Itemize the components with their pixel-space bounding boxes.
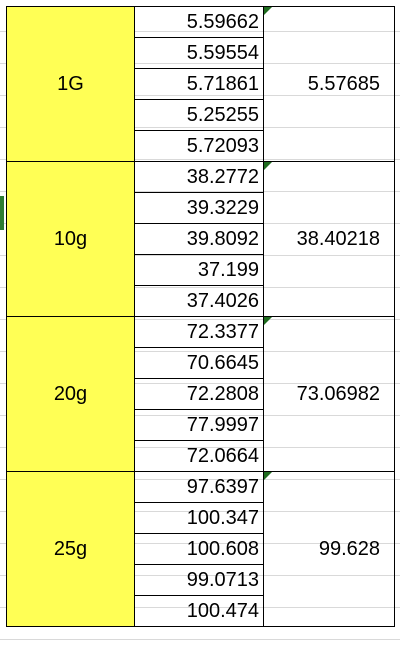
reading-cell[interactable]: 100.347 — [134, 502, 264, 534]
reading-cell[interactable]: 38.2772 — [134, 161, 264, 193]
table-row: 72.2808 — [7, 378, 395, 410]
table-row: 20g 72.3377 73.06982 — [6, 316, 395, 472]
mean-value: 5.57685 — [307, 73, 380, 95]
error-indicator-icon — [264, 317, 272, 325]
reading-cell[interactable]: 72.2808 — [134, 378, 264, 410]
table-row: 37.199 — [7, 254, 395, 286]
reading-cell[interactable]: 100.474 — [134, 595, 264, 627]
reading-cell[interactable]: 39.8092 — [134, 223, 264, 255]
reading-cell[interactable]: 37.4026 — [134, 285, 264, 317]
reading-cell[interactable]: 5.59554 — [134, 37, 264, 69]
weight-label: 20g — [53, 383, 88, 405]
table-row: 100.347 — [7, 502, 395, 534]
reading-cell[interactable]: 5.72093 — [134, 130, 264, 162]
error-indicator-icon — [264, 7, 272, 15]
mean-value: 73.06982 — [296, 383, 380, 405]
reading-cell[interactable]: 72.0664 — [134, 440, 264, 472]
reading-cell[interactable]: 5.59662 — [134, 6, 264, 38]
mean-cell[interactable]: 38.40218 — [263, 161, 395, 317]
table-row: 39.3229 — [7, 192, 395, 224]
reading-cell[interactable]: 5.71861 — [134, 68, 264, 100]
mean-value: 99.628 — [318, 538, 380, 560]
weight-label-cell[interactable]: 20g — [6, 316, 135, 472]
table-row: 99.0713 — [7, 564, 395, 596]
reading-cell[interactable]: 72.3377 — [134, 316, 264, 348]
weight-label: 25g — [53, 538, 88, 560]
table-row: 25g 97.6397 99.628 — [6, 471, 395, 627]
error-indicator-icon — [264, 162, 272, 170]
table-row: 1G 5.59662 5.57685 — [6, 6, 395, 162]
spreadsheet-table: 1G 5.59662 5.57685 5.59554 5.71861 5.252… — [6, 6, 395, 627]
weight-label: 10g — [53, 228, 88, 250]
row-selection-marker — [0, 196, 4, 230]
table-row: 5.25255 — [7, 99, 395, 131]
error-indicator-icon — [264, 472, 272, 480]
weight-label-cell[interactable]: 25g — [6, 471, 135, 627]
table-row: 100.608 — [7, 533, 395, 565]
mean-cell[interactable]: 99.628 — [263, 471, 395, 627]
table-row: 5.71861 — [7, 68, 395, 100]
reading-cell[interactable]: 5.25255 — [134, 99, 264, 131]
mean-cell[interactable]: 73.06982 — [263, 316, 395, 472]
table-row: 39.8092 — [7, 223, 395, 255]
reading-cell[interactable]: 100.608 — [134, 533, 264, 565]
table-row: 5.59554 — [7, 37, 395, 69]
table-row: 10g 38.2772 38.40218 — [6, 161, 395, 317]
table-row: 100.474 — [7, 595, 395, 627]
table-row: 70.6645 — [7, 347, 395, 379]
reading-cell[interactable]: 37.199 — [134, 254, 264, 286]
mean-value: 38.40218 — [296, 228, 380, 250]
reading-cell[interactable]: 97.6397 — [134, 471, 264, 503]
weight-label: 1G — [57, 73, 84, 95]
weight-label-cell[interactable]: 1G — [6, 6, 135, 162]
mean-cell[interactable]: 5.57685 — [263, 6, 395, 162]
reading-cell[interactable]: 70.6645 — [134, 347, 264, 379]
weight-label-cell[interactable]: 10g — [6, 161, 135, 317]
reading-cell[interactable]: 99.0713 — [134, 564, 264, 596]
reading-cell[interactable]: 77.9997 — [134, 409, 264, 441]
reading-cell[interactable]: 39.3229 — [134, 192, 264, 224]
table-row: 72.0664 — [7, 440, 395, 472]
table-row: 77.9997 — [7, 409, 395, 441]
